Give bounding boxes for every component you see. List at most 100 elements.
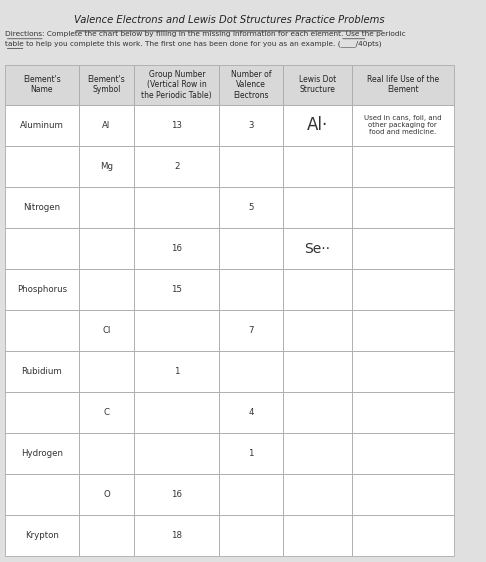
Bar xyxy=(352,392,453,433)
Bar xyxy=(220,515,283,556)
Bar xyxy=(79,351,134,392)
Text: Se··: Se·· xyxy=(304,242,330,256)
Bar xyxy=(134,310,220,351)
Text: table to help you complete this work. The first one has been done for you as an : table to help you complete this work. Th… xyxy=(4,40,381,47)
Text: C: C xyxy=(104,408,109,417)
Bar xyxy=(283,392,352,433)
Bar xyxy=(134,433,220,474)
Bar xyxy=(220,474,283,515)
Bar xyxy=(220,105,283,146)
Text: Nitrogen: Nitrogen xyxy=(23,203,60,212)
Bar xyxy=(220,146,283,187)
Text: 5: 5 xyxy=(248,203,254,212)
Bar xyxy=(283,515,352,556)
Text: Group Number
(Vertical Row in
the Periodic Table): Group Number (Vertical Row in the Period… xyxy=(141,70,212,99)
Text: 2: 2 xyxy=(174,162,179,171)
Text: Krypton: Krypton xyxy=(25,531,59,540)
Text: Aluminum: Aluminum xyxy=(20,121,64,130)
Bar xyxy=(4,515,79,556)
Bar xyxy=(79,65,134,105)
Bar xyxy=(352,146,453,187)
Text: Real life Use of the
Element: Real life Use of the Element xyxy=(366,75,439,94)
Bar xyxy=(283,105,352,146)
Bar xyxy=(220,269,283,310)
Bar xyxy=(4,310,79,351)
Bar xyxy=(352,310,453,351)
Bar xyxy=(4,65,79,105)
Text: 7: 7 xyxy=(248,326,254,335)
Bar xyxy=(79,146,134,187)
Bar xyxy=(134,351,220,392)
Bar xyxy=(79,269,134,310)
Bar xyxy=(283,228,352,269)
Text: 1: 1 xyxy=(174,367,179,376)
Text: 13: 13 xyxy=(171,121,182,130)
Bar xyxy=(4,433,79,474)
Text: Lewis Dot
Structure: Lewis Dot Structure xyxy=(299,75,336,94)
Bar xyxy=(352,474,453,515)
Text: 18: 18 xyxy=(171,531,182,540)
Bar xyxy=(79,310,134,351)
Bar xyxy=(352,228,453,269)
Text: Number of
Valence
Electrons: Number of Valence Electrons xyxy=(231,70,271,99)
Bar xyxy=(134,392,220,433)
Text: O: O xyxy=(103,490,110,499)
Bar xyxy=(283,146,352,187)
Text: Element's
Name: Element's Name xyxy=(23,75,61,94)
Bar xyxy=(220,392,283,433)
Bar xyxy=(134,515,220,556)
Bar xyxy=(4,228,79,269)
Text: 1: 1 xyxy=(248,449,254,458)
Bar xyxy=(352,187,453,228)
Text: Valence Electrons and Lewis Dot Structures Practice Problems: Valence Electrons and Lewis Dot Structur… xyxy=(74,15,384,25)
Bar xyxy=(283,187,352,228)
Bar xyxy=(220,228,283,269)
Bar xyxy=(4,269,79,310)
Text: Cl: Cl xyxy=(103,326,111,335)
Bar xyxy=(352,351,453,392)
Bar xyxy=(352,433,453,474)
Bar xyxy=(283,65,352,105)
Bar xyxy=(220,351,283,392)
Text: Mg: Mg xyxy=(100,162,113,171)
Bar xyxy=(4,474,79,515)
Bar xyxy=(220,65,283,105)
Bar xyxy=(4,146,79,187)
Bar xyxy=(134,65,220,105)
Bar xyxy=(4,392,79,433)
Bar xyxy=(79,228,134,269)
Bar xyxy=(283,269,352,310)
Bar xyxy=(79,187,134,228)
Bar xyxy=(134,146,220,187)
Bar xyxy=(79,474,134,515)
Bar xyxy=(283,433,352,474)
Bar xyxy=(134,269,220,310)
Text: 16: 16 xyxy=(171,244,182,253)
Bar xyxy=(283,351,352,392)
Text: Phosphorus: Phosphorus xyxy=(17,285,67,294)
Bar xyxy=(352,65,453,105)
Bar xyxy=(352,105,453,146)
Bar xyxy=(283,310,352,351)
Text: Al: Al xyxy=(103,121,111,130)
Bar xyxy=(220,187,283,228)
Bar xyxy=(220,433,283,474)
Text: Directions: Complete the chart below by filling in the missing information for e: Directions: Complete the chart below by … xyxy=(4,31,405,37)
Bar xyxy=(283,474,352,515)
Bar xyxy=(4,187,79,228)
Bar xyxy=(134,187,220,228)
Text: Hydrogen: Hydrogen xyxy=(21,449,63,458)
Text: Used in cans, foil, and
other packaging for
food and medicine.: Used in cans, foil, and other packaging … xyxy=(364,115,441,135)
Bar xyxy=(79,515,134,556)
Bar xyxy=(79,105,134,146)
Bar xyxy=(79,392,134,433)
Bar xyxy=(4,351,79,392)
Bar xyxy=(79,433,134,474)
Text: 16: 16 xyxy=(171,490,182,499)
Text: Rubidium: Rubidium xyxy=(21,367,62,376)
Bar xyxy=(4,105,79,146)
Bar xyxy=(134,105,220,146)
Text: 15: 15 xyxy=(171,285,182,294)
Bar xyxy=(220,310,283,351)
Text: Element's
Symbol: Element's Symbol xyxy=(87,75,125,94)
